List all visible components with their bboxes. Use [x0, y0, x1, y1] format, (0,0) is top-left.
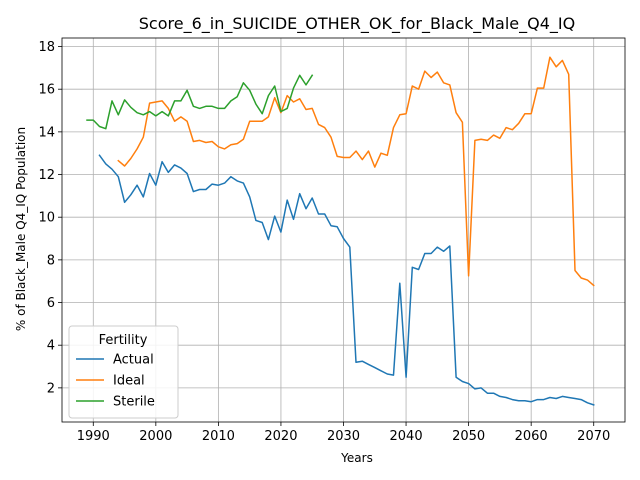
x-axis-ticks: 1990 2000 2010 2020 2030 2040 2050 2060 2070: [77, 422, 610, 444]
y-tick-label: 10: [38, 211, 55, 226]
y-tick-label: 12: [38, 168, 55, 183]
x-tick-label: 2070: [577, 429, 610, 444]
x-tick-label: 2050: [452, 429, 485, 444]
y-tick-label: 6: [47, 296, 55, 311]
x-tick-label: 2060: [515, 429, 548, 444]
series-line-ideal: [117, 56, 595, 287]
y-tick-label: 4: [47, 339, 55, 354]
y-axis-ticks: 2 4 6 8 10 12 14 16 18: [38, 40, 62, 396]
series-lines: [86, 56, 595, 406]
x-tick-label: 2000: [139, 429, 172, 444]
x-tick-label: 1990: [77, 429, 110, 444]
x-tick-label: 2040: [390, 429, 423, 444]
legend-label-sterile: Sterile: [113, 395, 155, 410]
legend-label-actual: Actual: [113, 353, 154, 368]
grid: [62, 38, 625, 422]
x-tick-label: 2030: [327, 429, 360, 444]
legend-box: [68, 325, 179, 419]
y-tick-label: 2: [47, 381, 55, 396]
y-axis-label: % of Black_Male Q4_IQ Population: [14, 127, 28, 331]
y-tick-label: 16: [38, 83, 55, 98]
chart-title: Score_6_in_SUICIDE_OTHER_OK_for_Black_Ma…: [139, 14, 575, 34]
legend: Fertility Actual Ideal Sterile: [68, 325, 179, 419]
legend-label-ideal: Ideal: [113, 374, 145, 389]
x-tick-label: 2010: [202, 429, 235, 444]
y-tick-label: 8: [47, 253, 55, 268]
series-line-actual: [98, 154, 595, 406]
y-tick-label: 18: [38, 40, 55, 55]
series-line-sterile: [86, 74, 314, 130]
x-axis-label: Years: [340, 451, 373, 465]
legend-title: Fertility: [99, 333, 148, 348]
x-tick-label: 2020: [264, 429, 297, 444]
y-tick-label: 14: [38, 125, 55, 140]
